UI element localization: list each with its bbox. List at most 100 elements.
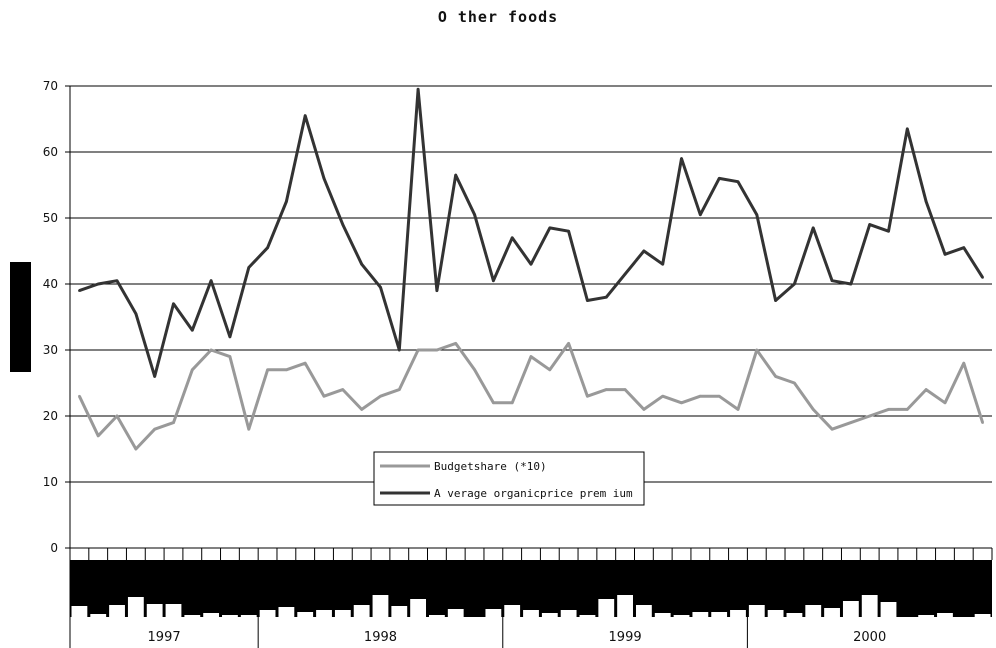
data-point	[943, 253, 947, 256]
x-notch	[937, 613, 953, 617]
data-point	[906, 408, 909, 411]
data-point	[680, 401, 683, 405]
data-point	[680, 157, 683, 160]
data-point	[379, 394, 382, 398]
data-point	[96, 282, 100, 286]
data-point	[473, 368, 476, 372]
data-point	[755, 348, 759, 352]
data-point	[604, 388, 608, 391]
data-point	[868, 414, 871, 418]
data-point	[435, 289, 439, 292]
data-point	[397, 348, 401, 352]
data-point	[661, 262, 665, 266]
x-notch	[90, 614, 107, 617]
legend-box	[373, 451, 645, 506]
data-point	[285, 200, 288, 203]
data-point	[492, 401, 495, 405]
legend-label: A verage organicprice prem ium	[434, 487, 633, 500]
data-point	[811, 226, 815, 230]
data-point	[303, 361, 307, 365]
data-point	[322, 394, 326, 398]
x-notch	[767, 610, 784, 617]
data-point	[172, 302, 175, 306]
data-point	[78, 394, 81, 398]
series-line-1	[78, 341, 985, 451]
x-notch	[485, 609, 502, 617]
data-point	[736, 180, 740, 183]
data-point	[962, 246, 966, 249]
data-point	[736, 408, 740, 411]
data-point	[943, 401, 947, 405]
data-point	[962, 361, 966, 365]
data-point	[341, 388, 345, 391]
data-point	[774, 299, 777, 302]
legend-label: Budgetshare (*10)	[434, 460, 547, 473]
data-point	[115, 279, 119, 283]
data-point	[209, 348, 213, 352]
data-point	[153, 375, 156, 378]
x-notch	[654, 613, 671, 617]
data-point	[228, 355, 232, 358]
data-point	[661, 394, 665, 398]
x-notch	[297, 612, 314, 617]
data-point	[717, 177, 721, 180]
x-notch	[165, 604, 182, 617]
data-point	[793, 282, 796, 286]
x-notch	[617, 595, 633, 617]
data-point	[548, 226, 552, 230]
data-point	[322, 177, 326, 180]
data-point	[416, 348, 420, 352]
x-notch	[692, 612, 709, 617]
x-notch	[278, 607, 295, 617]
left-side-marker	[10, 262, 31, 372]
x-notch	[109, 605, 125, 617]
data-point	[981, 276, 984, 279]
data-point	[981, 421, 984, 424]
x-notch	[861, 595, 878, 617]
data-point	[115, 414, 119, 418]
year-label: 1997	[148, 630, 181, 645]
x-notch	[842, 601, 859, 617]
data-point	[454, 342, 458, 345]
data-point	[793, 381, 796, 385]
data-point	[285, 368, 288, 372]
x-notch	[184, 615, 201, 617]
data-point	[774, 375, 777, 378]
x-notch	[391, 606, 408, 617]
x-notch	[523, 610, 539, 617]
data-point	[153, 427, 156, 431]
data-point	[699, 213, 702, 216]
data-point	[849, 421, 853, 424]
data-point	[567, 342, 570, 345]
y-axis: 0 10 20 30 40 50 60 70	[43, 79, 71, 648]
series-lines	[78, 87, 985, 451]
y-tick-label: 70	[43, 79, 58, 93]
data-point	[699, 394, 702, 398]
y-tick-label: 60	[43, 145, 58, 159]
y-tick-label: 50	[43, 211, 58, 225]
x-notch	[334, 610, 351, 617]
data-point	[191, 328, 194, 332]
data-point	[397, 388, 401, 391]
data-point	[266, 246, 269, 249]
y-tick-label: 40	[43, 277, 58, 291]
y-tick-label: 20	[43, 409, 58, 423]
data-point	[228, 335, 232, 339]
data-point	[642, 408, 646, 411]
data-point	[924, 200, 928, 203]
data-point	[247, 266, 251, 269]
data-point	[868, 223, 871, 226]
x-notch	[447, 609, 464, 617]
data-point	[209, 279, 213, 283]
data-point	[586, 394, 589, 398]
data-point	[492, 279, 495, 283]
data-point	[604, 295, 608, 299]
data-point	[548, 368, 552, 372]
chart-title: O ther foods	[437, 8, 559, 26]
x-notch	[71, 606, 88, 617]
year-label: 1999	[609, 630, 642, 645]
data-point	[172, 421, 175, 424]
data-point	[830, 279, 834, 283]
x-axis-strip	[70, 560, 992, 617]
data-point	[134, 447, 138, 451]
